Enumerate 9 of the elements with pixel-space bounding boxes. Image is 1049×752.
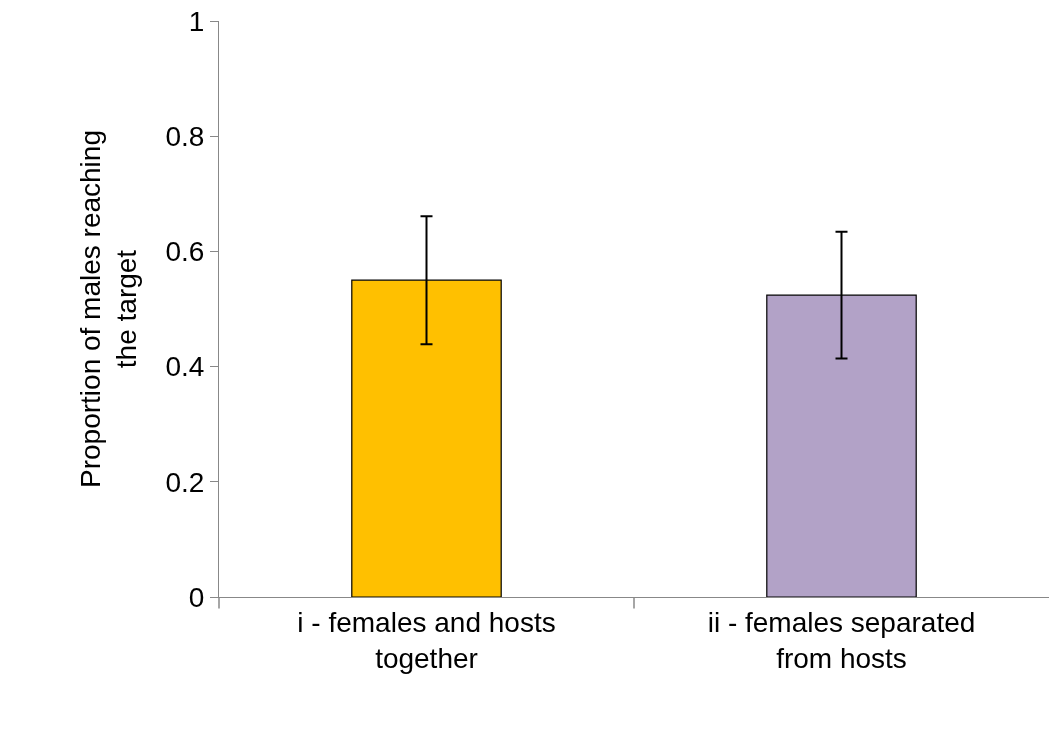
x-tick-label: i - females and hosts together — [297, 606, 556, 674]
y-tick-label: 0 — [188, 581, 205, 613]
y-tick-label: 0.6 — [165, 236, 205, 268]
y-axis-title: Proportion of males reaching the target — [74, 130, 143, 488]
y-tick-label: 0.4 — [165, 351, 205, 383]
y-tick-label: 1 — [188, 5, 205, 37]
y-tick-label: 0.8 — [165, 121, 205, 152]
x-tick-label: ii - females separated from hosts — [707, 606, 976, 674]
y-tick-label: 0.2 — [165, 466, 205, 498]
